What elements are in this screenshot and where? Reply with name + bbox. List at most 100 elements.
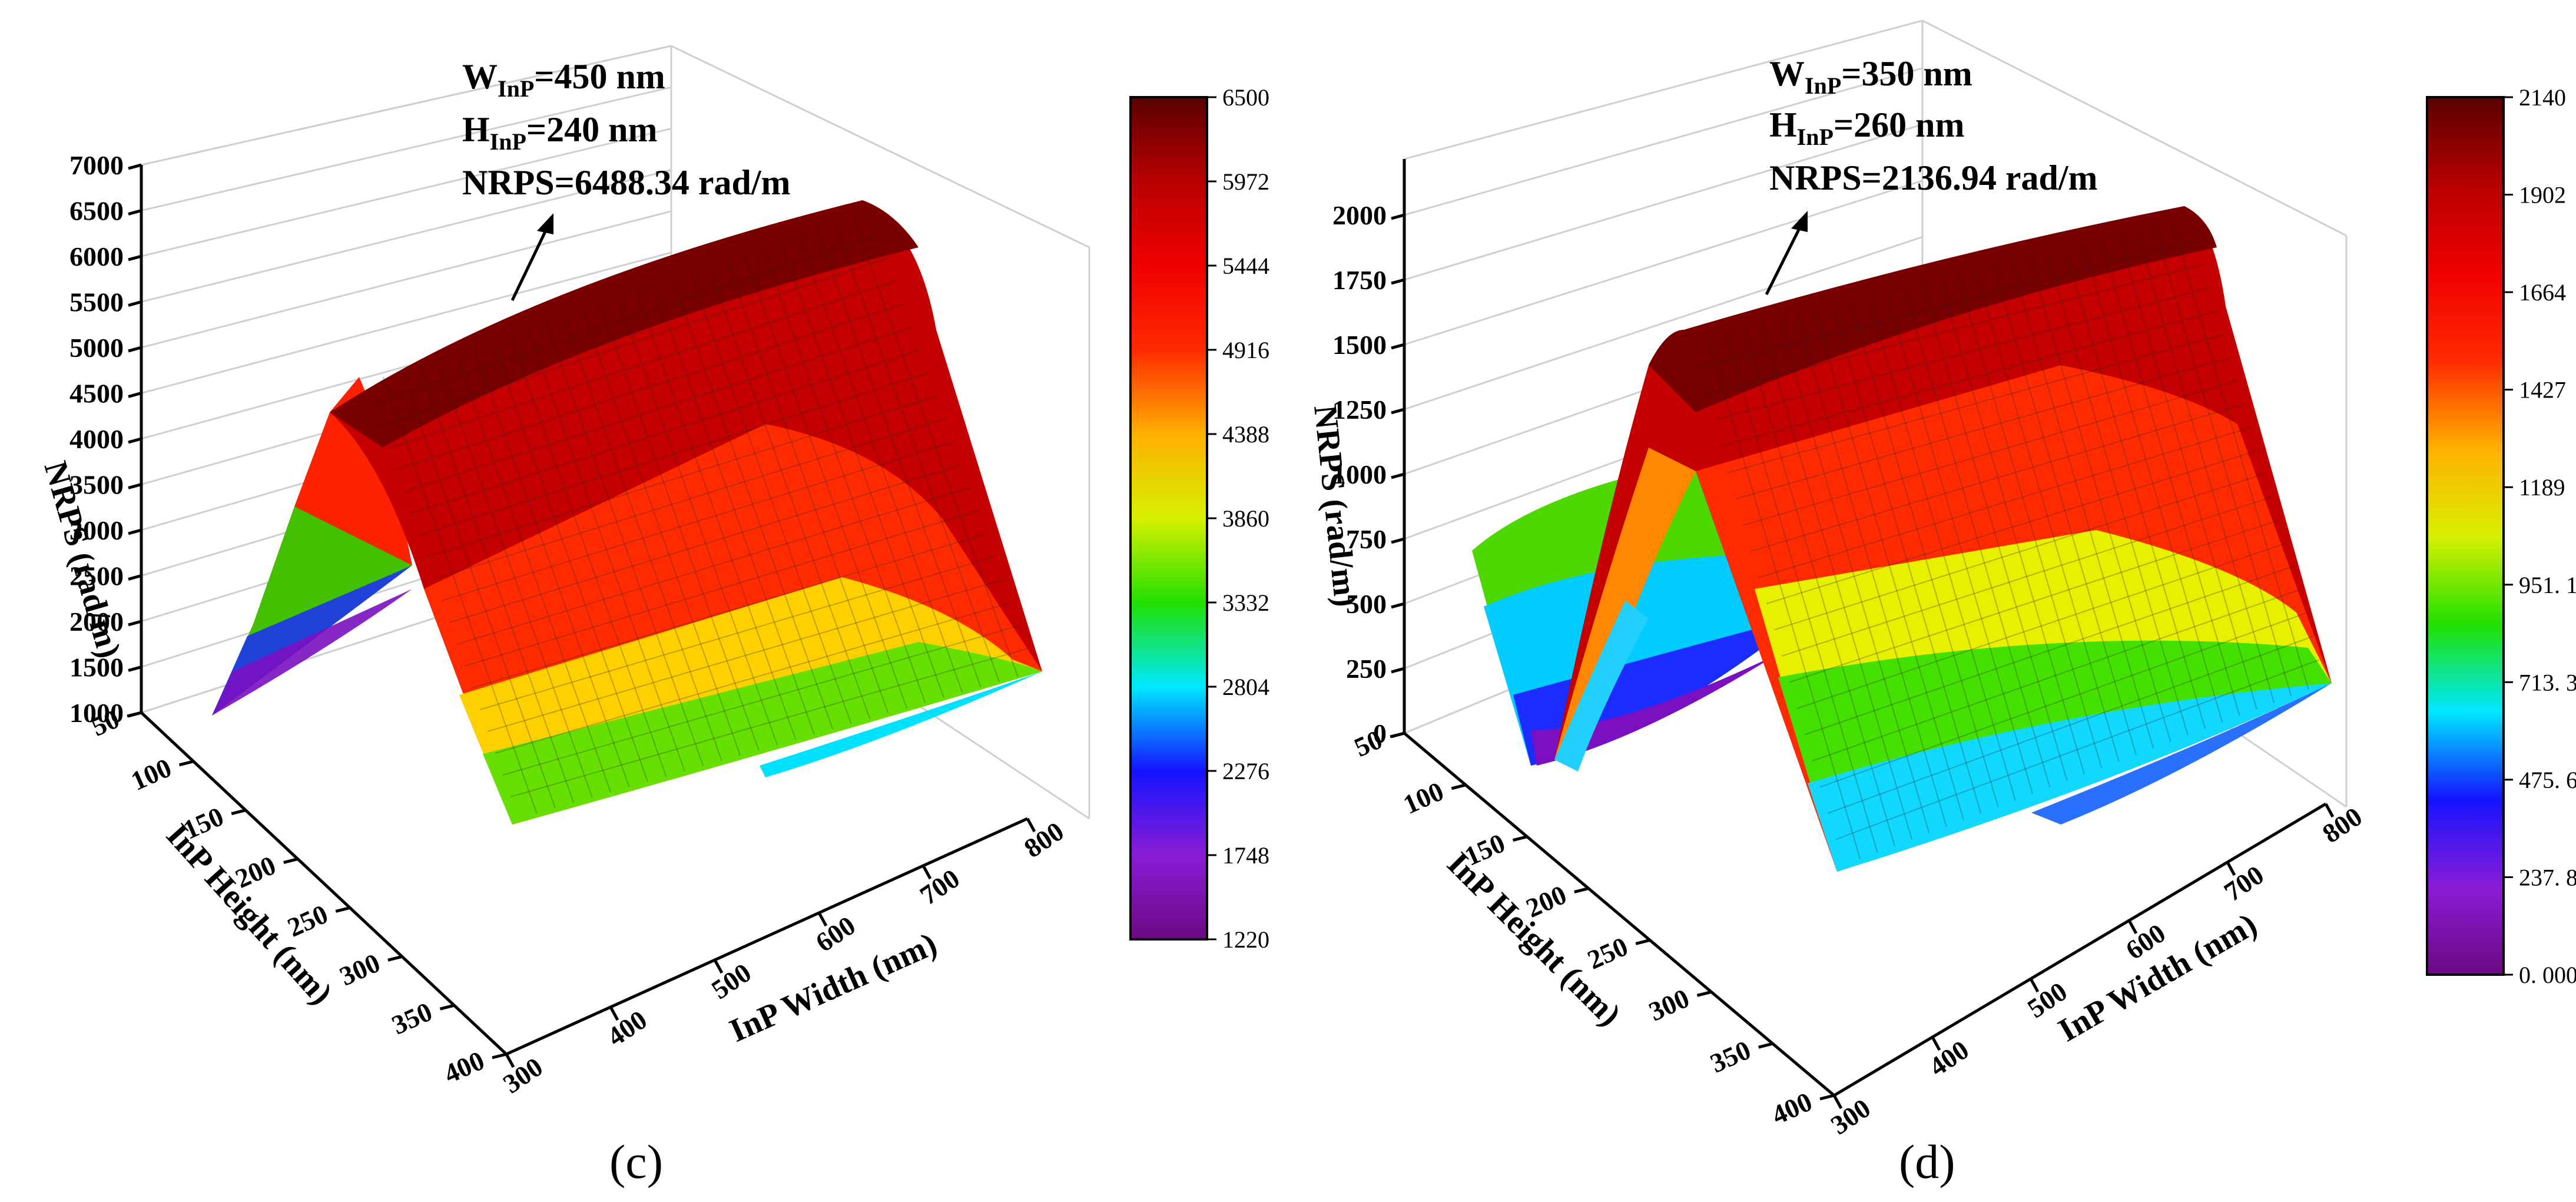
z-tick-label: 5000 [69, 333, 124, 363]
surface-mesh-line [410, 349, 921, 514]
x-tick-label: 400 [602, 1004, 652, 1052]
panel-c-label: (c) [609, 1135, 663, 1188]
z-tick-label: 4500 [69, 379, 124, 409]
y-tick-mark [492, 1052, 507, 1059]
y-tick-label: 250 [1583, 931, 1632, 975]
surface-mesh-line [2171, 222, 2309, 690]
surface-mesh-line [1819, 612, 2306, 788]
colorbar-label: 5972 [1222, 168, 1269, 195]
y-tick-label: 350 [387, 996, 437, 1041]
z-tick-mark [128, 300, 142, 307]
surface-mesh-line [527, 327, 685, 771]
surface-mesh-line [436, 358, 593, 798]
surface-mesh-line [502, 625, 1020, 776]
z-tick-mark [128, 392, 142, 398]
y-tick-label: 300 [1645, 983, 1694, 1027]
c-annot-w: WInP=450 nm [462, 57, 665, 102]
surface-mesh-line [426, 395, 938, 558]
z-tick-mark [1391, 472, 1405, 479]
x-tick-mark [2226, 861, 2236, 876]
z-gridline [141, 169, 672, 303]
surface-mesh-line [1725, 332, 1878, 853]
surface-mesh-line [2028, 257, 2171, 742]
colorbar-label: 0. 000 [2519, 962, 2576, 988]
surface-mesh-line [744, 254, 907, 708]
surface-mesh-line [1789, 519, 2279, 683]
surface-mesh-line [1781, 496, 2272, 657]
z-gridline [141, 45, 672, 166]
z-tick-mark [1391, 537, 1405, 544]
surface-mesh-line [1796, 543, 2286, 709]
surface-mesh-line [456, 487, 971, 645]
surface-mesh-line [509, 333, 667, 777]
colorbar-label: 1902 [2519, 182, 2566, 208]
z-tick-mark [1391, 408, 1405, 415]
surface-mesh-line [689, 273, 852, 724]
z-tick-label: 1000 [69, 698, 124, 728]
y-tick-label: 350 [1706, 1035, 1755, 1079]
surface-mesh-line [1728, 333, 2224, 473]
x-tick-label: 800 [2317, 801, 2368, 849]
surface-mesh-line [599, 303, 760, 751]
z-tick-label: 2500 [69, 561, 124, 591]
y-tick-mark [127, 711, 142, 718]
z-gridline [1404, 123, 1923, 281]
y-tick-mark [335, 906, 350, 913]
surface-mesh-line [1705, 264, 2204, 395]
x-tick-label: 300 [1825, 1092, 1876, 1140]
z-tick-label: 1500 [69, 653, 124, 683]
colorbar-label: 6500 [1222, 84, 1269, 111]
x-tick-mark [1026, 817, 1036, 833]
surface-mesh-line [672, 279, 834, 730]
surface-mesh-line [816, 230, 982, 688]
surface-mesh-line [380, 257, 888, 427]
z-tick-label: 3000 [69, 515, 124, 545]
y-tick-mark [1635, 939, 1650, 945]
surface-mesh-line [1850, 302, 1999, 807]
surface-mesh-line [1720, 310, 2218, 447]
y-tick-mark [1451, 783, 1466, 790]
surface-mesh-line [1975, 270, 2120, 762]
surface-mesh-line [1814, 310, 1964, 820]
colorbar-label: 3332 [1222, 590, 1269, 616]
surface-mesh-line [2082, 244, 2223, 723]
z-tick-mark [128, 346, 142, 353]
y-tick-label: 400 [1767, 1087, 1816, 1131]
surface-mesh-line [418, 372, 930, 536]
x-tick-label: 700 [914, 863, 965, 910]
surface-mesh-line [1758, 426, 2252, 578]
surface-mesh-line [1796, 314, 1947, 827]
z-gridline [141, 251, 672, 394]
surface-mesh-line [1832, 306, 1982, 814]
surface-mesh-line [780, 242, 944, 698]
surface-mesh-line [1940, 279, 2085, 775]
z-tick-mark [1391, 213, 1405, 220]
z-tick-label: 4000 [69, 424, 124, 454]
surface-mesh-line [563, 315, 722, 761]
surface-mesh-line [2064, 249, 2206, 729]
surface-mesh-line [464, 510, 979, 667]
surface-mesh-line [2011, 261, 2154, 749]
surface-mesh-line [487, 579, 1004, 732]
z-gridline [141, 127, 672, 257]
y-tick-mark [1574, 887, 1589, 893]
surface-mesh-line [1712, 287, 2211, 421]
z-tick-mark [128, 437, 142, 444]
surface-mesh-line [1761, 323, 1913, 840]
x-tick-label: 300 [498, 1051, 548, 1099]
y-tick-mark [1819, 1094, 1835, 1101]
surface-mesh-line [449, 464, 963, 623]
z-tick-label: 0 [1373, 718, 1387, 749]
z-tick-label: 1250 [1332, 395, 1387, 425]
surface-mesh-line [1743, 328, 1895, 847]
surface-mesh-line [853, 218, 1019, 677]
surface-mesh-line [1707, 337, 1861, 860]
d-annot-nrps: NRPS=2136.94 rad/m [1769, 158, 2098, 197]
surface-mesh-line [798, 236, 963, 693]
z-tick-label: 250 [1346, 654, 1387, 684]
colorbar-label: 2140 [2519, 84, 2566, 111]
z-tick-mark [1391, 343, 1405, 350]
